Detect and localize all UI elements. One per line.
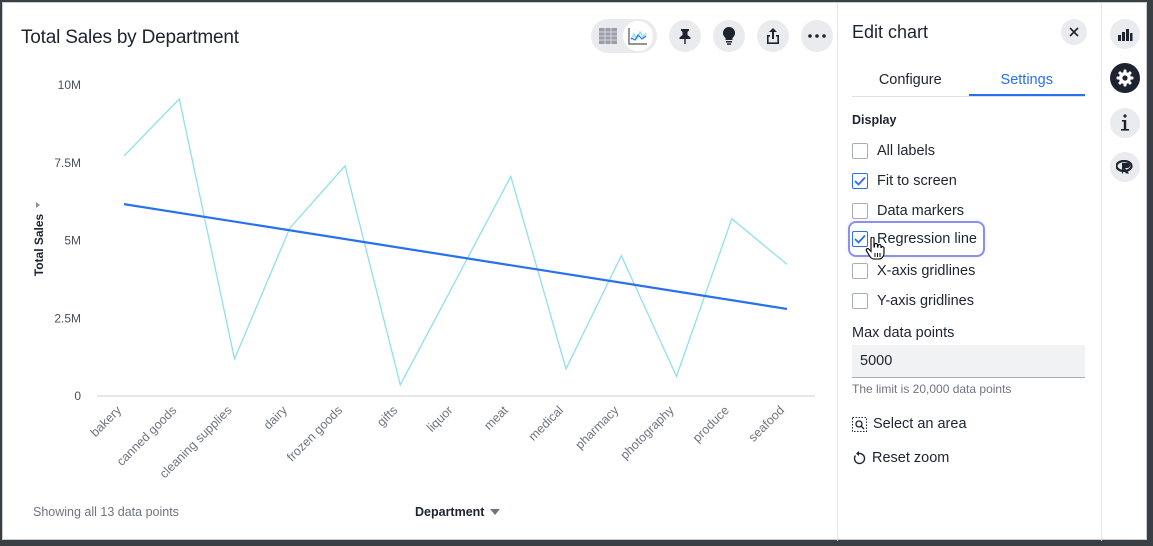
pin-icon (679, 29, 691, 44)
share-button[interactable] (757, 20, 789, 52)
tab-configure[interactable]: Configure (878, 72, 942, 88)
x-tick-label: produce (690, 403, 732, 445)
y-tick-label: 0 (74, 389, 81, 403)
x-tick-label: dairy (261, 403, 291, 433)
option-data-markers[interactable]: Data markers (852, 199, 964, 223)
option-all-labels[interactable]: All labels (852, 139, 935, 163)
option-y-axis-gridlines[interactable]: Y-axis gridlines (852, 289, 974, 313)
y-tick-label: 2.5M (54, 311, 81, 325)
option-label: Data markers (877, 203, 965, 219)
display-section-label: Display (852, 113, 897, 127)
y-axis-caret-icon[interactable] (36, 202, 40, 208)
max-data-points-hint: The limit is 20,000 data points (852, 382, 1012, 396)
hand-cursor-icon (865, 237, 885, 260)
x-tick-label: gifts (374, 403, 400, 429)
tab-settings[interactable]: Settings (968, 63, 1085, 96)
y-axis-label[interactable]: Total Sales (32, 213, 46, 276)
pin-button[interactable] (669, 20, 701, 52)
table-view-button[interactable] (593, 21, 623, 51)
y-tick-label: 5M (64, 234, 81, 248)
regression-line (123, 203, 788, 311)
max-data-points-input[interactable] (852, 345, 1085, 378)
panel-divider (837, 3, 838, 541)
option-label: All labels (877, 143, 936, 159)
x-tick-label: photography (618, 403, 678, 463)
data-markers-checkbox[interactable] (852, 203, 868, 219)
x-axis-field-label: Department (415, 505, 485, 519)
insights-button[interactable] (713, 20, 745, 52)
chart-area: Total Sales by Department (3, 3, 837, 541)
reset-zoom-button[interactable]: Reset zoom (852, 450, 949, 466)
x-axis-field-dropdown[interactable]: Department (415, 505, 501, 519)
share-icon (767, 28, 779, 44)
select-area-icon (852, 416, 867, 432)
checkmark-icon (854, 234, 866, 244)
more-icon (808, 34, 826, 38)
x-tick-label: frozen goods (284, 403, 345, 464)
x-tick-label: meat (481, 403, 511, 433)
data-points-status: Showing all 13 data points (33, 505, 179, 519)
x-tick-label: seafood (746, 403, 787, 444)
sales-line[interactable] (123, 97, 788, 387)
fit-to-screen-checkbox[interactable] (852, 173, 868, 189)
x-tick-label: pharmacy (573, 403, 622, 452)
option-x-axis-gridlines[interactable]: X-axis gridlines (852, 259, 975, 283)
checkmark-icon (854, 176, 866, 186)
reset-zoom-label: Reset zoom (872, 450, 950, 466)
y-tick-label: 10M (58, 78, 81, 92)
r-language-icon (1116, 160, 1133, 174)
close-icon (1069, 27, 1079, 37)
regression-line-checkbox[interactable] (852, 231, 868, 247)
chart-type-icon (1118, 29, 1133, 41)
x-tick-label: medical (526, 403, 566, 443)
panel-title: Edit chart (852, 22, 929, 42)
chart-view-button[interactable] (623, 21, 653, 51)
x-tick-label: bakery (88, 403, 125, 440)
option-label: Regression line (877, 231, 977, 247)
y-axis-gridlines-checkbox[interactable] (852, 293, 868, 309)
settings-button[interactable] (1110, 63, 1140, 93)
select-area-button[interactable]: Select an area (852, 416, 967, 432)
max-data-points-label: Max data points (852, 325, 955, 341)
option-label: Fit to screen (877, 173, 957, 189)
right-rail (1102, 3, 1148, 541)
option-label: X-axis gridlines (877, 263, 976, 279)
chart-toolbar (591, 19, 833, 53)
close-panel-button[interactable] (1061, 19, 1087, 45)
table-view-icon (599, 28, 617, 44)
caret-down-icon (490, 509, 501, 515)
r-analysis-button[interactable] (1110, 152, 1140, 182)
rail-divider (1101, 3, 1102, 541)
chart-title: Total Sales by Department (21, 27, 239, 48)
panel-tabs: Configure Settings (852, 63, 1085, 97)
x-axis-gridlines-checkbox[interactable] (852, 263, 868, 279)
settings-gear-icon (1116, 69, 1134, 87)
more-button[interactable] (801, 20, 833, 52)
info-icon (1121, 114, 1129, 131)
y-tick-label: 7.5M (54, 156, 81, 170)
info-button[interactable] (1110, 108, 1140, 138)
option-label: Y-axis gridlines (877, 293, 974, 309)
select-area-label: Select an area (873, 416, 967, 432)
lightbulb-icon (722, 27, 736, 45)
chart-view-icon (628, 28, 647, 45)
reset-zoom-icon (853, 451, 866, 465)
option-regression-line[interactable]: Regression line (848, 221, 985, 257)
option-fit-to-screen[interactable]: Fit to screen (852, 169, 957, 193)
all-labels-checkbox[interactable] (852, 143, 868, 159)
view-toggle (591, 19, 657, 53)
x-tick-label: liquor (424, 403, 456, 435)
chart-type-button[interactable] (1110, 19, 1140, 49)
edit-chart-panel: Edit chart Configure Settings Display Al… (838, 3, 1101, 541)
